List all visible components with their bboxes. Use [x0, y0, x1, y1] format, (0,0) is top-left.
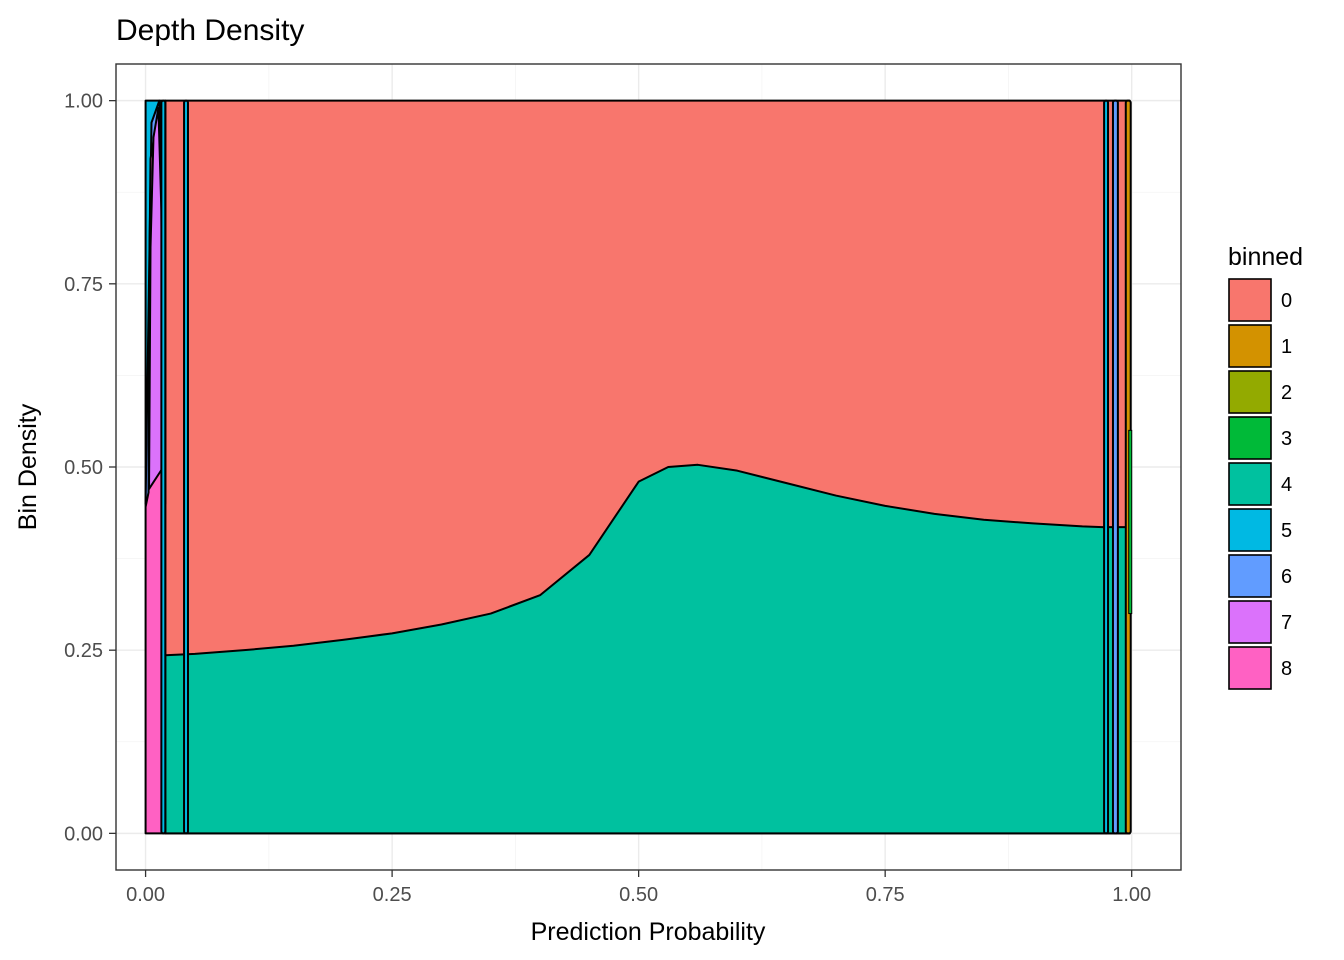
x-tick-label: 1.00: [1112, 884, 1151, 906]
legend-label-2: 2: [1281, 382, 1292, 404]
legend-key-1: [1228, 324, 1272, 368]
legend-label-1: 1: [1281, 336, 1292, 358]
x-tick-label: 0.25: [373, 884, 412, 906]
y-axis: 0.00 0.25 0.50 0.75 1.00: [64, 91, 116, 845]
y-tick-label: 0.00: [64, 823, 103, 845]
legend-label-4: 4: [1281, 474, 1292, 496]
legend-key-8: [1228, 646, 1272, 690]
y-tick-label: 0.75: [64, 274, 103, 296]
x-tick-label: 0.50: [619, 884, 658, 906]
legend-title: binned: [1228, 243, 1303, 271]
area-bin-4: [164, 463, 1131, 835]
legend-key-7: [1228, 600, 1272, 644]
y-tick-label: 0.50: [64, 457, 103, 479]
legend-label-3: 3: [1281, 428, 1292, 450]
legend-label-0: 0: [1281, 290, 1292, 312]
chart-title: Depth Density: [116, 14, 304, 47]
stacked-areas: [144, 99, 1133, 835]
legend-key-5: [1228, 508, 1272, 552]
legend-label-7: 7: [1281, 612, 1292, 634]
spike-bin-5: [183, 99, 189, 835]
x-tick-label: 0.00: [126, 884, 165, 906]
y-axis-title: Bin Density: [14, 403, 42, 530]
legend-key-3: [1228, 416, 1272, 460]
legend-key-2: [1228, 370, 1272, 414]
legend-label-5: 5: [1281, 520, 1292, 542]
spike-bin-3: [1128, 429, 1133, 615]
x-tick-label: 0.75: [866, 884, 905, 906]
x-axis-title: Prediction Probability: [531, 918, 766, 946]
y-tick-label: 1.00: [64, 91, 103, 113]
y-tick-label: 0.25: [64, 640, 103, 662]
spike-bin-5: [1103, 99, 1110, 835]
legend-key-4: [1228, 462, 1272, 506]
legend: binned 0 1 2 3 4 5 6 7 8: [1228, 243, 1303, 690]
legend-label-8: 8: [1281, 658, 1292, 680]
legend-key-6: [1228, 554, 1272, 598]
legend-key-0: [1228, 278, 1272, 322]
legend-label-6: 6: [1281, 566, 1292, 588]
spike-bin-5: [160, 99, 167, 835]
x-axis: 0.00 0.25 0.50 0.75 1.00: [126, 870, 1151, 906]
spike-bin-6: [1111, 99, 1119, 835]
